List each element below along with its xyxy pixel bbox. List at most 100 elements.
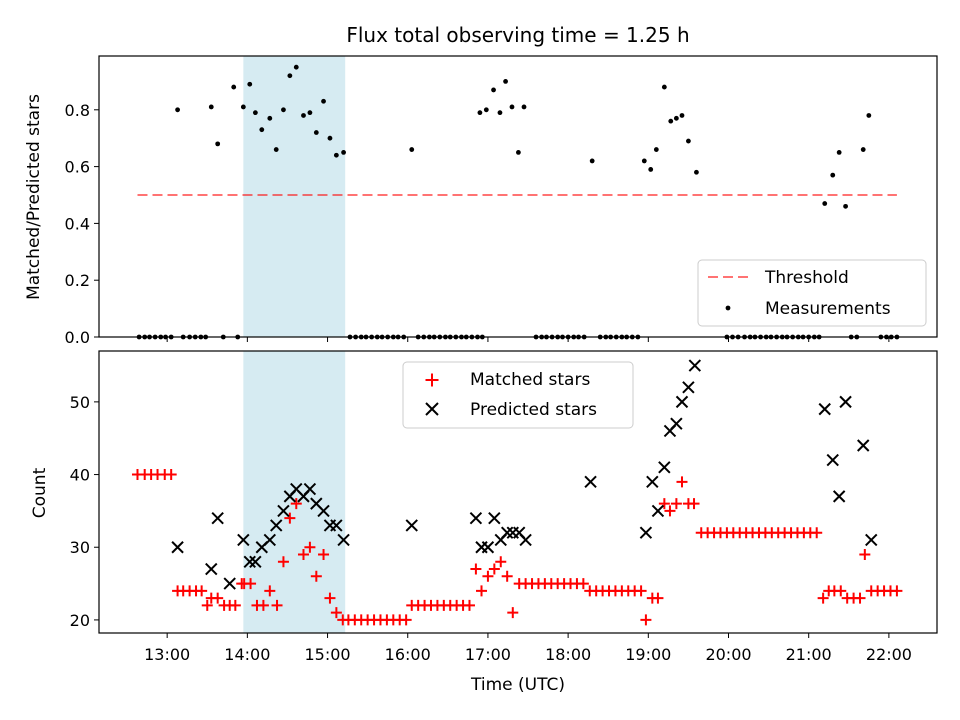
- predicted-star-marker: [223, 577, 236, 590]
- bottom-y-tick-label: 20: [70, 611, 90, 630]
- top-y-tick-label: 0.0: [65, 328, 90, 347]
- top-highlight-span: [243, 56, 346, 337]
- measurement-point: [252, 110, 258, 116]
- matched-star-marker: [482, 570, 494, 582]
- matched-star-marker: [196, 585, 208, 597]
- matched-star-marker: [245, 578, 257, 590]
- measurement-point: [333, 152, 339, 158]
- legend-threshold-label: Threshold: [764, 268, 849, 288]
- matched-star-marker: [277, 556, 289, 568]
- top-panel: 0.0 0.2 0.4 0.6 0.8 Flux total observing tim…: [24, 23, 938, 347]
- matched-star-marker: [891, 585, 903, 597]
- measurement-point: [503, 79, 508, 84]
- measurement-point: [673, 115, 679, 121]
- x-tick-label: 22:00: [866, 645, 912, 664]
- top-y-tick-label: 0.2: [65, 271, 90, 290]
- predicted-star-marker: [646, 475, 659, 489]
- predicted-star-marker: [682, 381, 695, 394]
- predicted-star-marker: [469, 511, 483, 525]
- measurement-point: [516, 150, 521, 155]
- matched-star-marker: [318, 549, 330, 561]
- x-axis-label: Time (UTC): [470, 675, 565, 695]
- matched-star-marker: [310, 570, 322, 582]
- bottom-legend-box: [402, 361, 634, 429]
- predicted-star-marker: [658, 461, 671, 474]
- measurement-point: [509, 104, 515, 110]
- matched-star-marker: [264, 585, 276, 597]
- matched-star-marker: [664, 505, 676, 517]
- measurement-point: [231, 84, 237, 90]
- matched-star-marker: [229, 599, 241, 611]
- matched-star-marker: [304, 541, 316, 553]
- measurement-point: [341, 150, 346, 155]
- measurement-point: [641, 158, 647, 164]
- matched-star-marker: [257, 599, 269, 611]
- predicted-star-marker: [317, 504, 330, 518]
- measurement-point: [694, 169, 699, 175]
- legend-predicted-label: Predicted stars: [470, 400, 597, 420]
- measurement-point: [661, 84, 667, 90]
- matched-star-marker: [635, 585, 647, 597]
- matched-star-marker: [835, 585, 847, 597]
- measurement-point: [215, 141, 221, 147]
- x-tick-label: 18:00: [545, 645, 591, 664]
- predicted-star-marker: [330, 519, 343, 532]
- x-tick-label: 17:00: [465, 645, 511, 664]
- predicted-star-marker: [675, 395, 689, 409]
- predicted-star-marker: [500, 526, 514, 539]
- matched-star-marker: [470, 563, 482, 575]
- matched-star-marker: [577, 578, 589, 590]
- matched-star-marker: [201, 599, 213, 611]
- measurement-point: [259, 127, 265, 133]
- top-legend-box: [697, 259, 927, 327]
- measurement-point: [240, 104, 246, 110]
- matched-star-marker: [284, 512, 296, 524]
- predicted-star-marker: [211, 511, 224, 525]
- top-legend: Threshold Measurements: [697, 259, 927, 327]
- matched-star-marker: [165, 469, 177, 481]
- measurement-point: [273, 147, 279, 152]
- bottom-x-ticks: 13:00 14:00 15:00 16:00 17:00 18:00 19:00 20:00…: [144, 633, 912, 664]
- matched-star-marker: [501, 570, 513, 582]
- predicted-star-marker: [519, 533, 532, 547]
- matched-star-marker: [670, 498, 682, 510]
- matched-star-marker: [811, 527, 823, 539]
- predicted-star-marker: [688, 359, 702, 372]
- bottom-axes-frame: [98, 350, 938, 634]
- matched-star-marker: [652, 592, 664, 604]
- matched-star-marker: [488, 563, 500, 575]
- top-y-ticks: 0.0 0.2 0.4 0.6 0.8: [65, 101, 99, 347]
- predicted-star-marker: [270, 519, 283, 532]
- predicted-star-marker: [277, 504, 290, 518]
- matched-star-marker: [330, 607, 342, 619]
- predicted-star-marker: [865, 533, 878, 547]
- predicted-star-marker: [249, 555, 262, 568]
- measurement-point: [327, 135, 333, 141]
- predicted-star-marker: [488, 511, 501, 525]
- measurement-point: [293, 64, 299, 70]
- measurement-point: [321, 98, 326, 104]
- matched-star-marker: [688, 498, 700, 510]
- measurement-point: [491, 87, 496, 93]
- matched-star-marker: [271, 599, 283, 611]
- measurement-point: [686, 138, 691, 144]
- matched-stars-points: [131, 469, 903, 626]
- top-x-tickmarks: [166, 337, 890, 342]
- predicted-star-marker: [481, 541, 495, 554]
- measurement-point: [483, 107, 489, 113]
- x-tick-label: 14:00: [224, 645, 270, 664]
- measurement-point: [830, 172, 836, 178]
- x-tick-label: 19:00: [625, 645, 671, 664]
- matched-star-marker: [859, 549, 871, 561]
- matched-star-marker: [854, 592, 866, 604]
- predicted-star-marker: [337, 533, 350, 547]
- measurement-point: [313, 130, 319, 135]
- bottom-y-tick-label: 40: [70, 466, 90, 485]
- bottom-y-tick-label: 50: [70, 393, 90, 412]
- x-tick-label: 15:00: [304, 645, 350, 664]
- predicted-star-marker: [171, 541, 184, 554]
- matched-star-marker: [400, 614, 412, 626]
- bottom-y-tick-label: 30: [70, 538, 90, 557]
- measurement-point: [866, 113, 872, 118]
